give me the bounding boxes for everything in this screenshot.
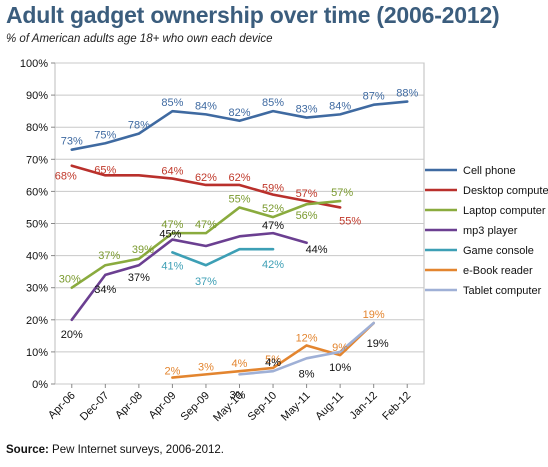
data-label: 75%	[94, 129, 116, 141]
data-label: 42%	[262, 259, 284, 271]
legend-label: Desktop compute	[463, 185, 548, 197]
data-label: 45%	[159, 229, 181, 241]
data-label: 4%	[232, 358, 248, 370]
y-tick-label: 10%	[26, 347, 48, 359]
data-label: 47%	[161, 219, 183, 231]
x-tick-label: May-11	[279, 390, 313, 424]
data-label: 2%	[164, 366, 180, 378]
data-label: 39%	[132, 244, 154, 256]
data-label: 84%	[329, 100, 351, 112]
legend-label: e-Book reader	[463, 265, 533, 277]
data-label: 83%	[296, 104, 318, 116]
y-tick-label: 80%	[26, 122, 48, 134]
series-line-game-console	[171, 247, 275, 267]
data-label: 85%	[262, 97, 284, 109]
data-label: 56%	[296, 210, 318, 222]
y-tick-label: 30%	[26, 283, 48, 295]
data-label: 5%	[265, 354, 281, 366]
y-tick-label: 60%	[26, 186, 48, 198]
data-label: 87%	[363, 91, 385, 103]
x-tick-label: Apr-09	[147, 390, 179, 422]
data-label: 47%	[262, 220, 284, 232]
data-label: 41%	[161, 260, 183, 272]
data-label: 65%	[94, 164, 116, 176]
legend-label: Laptop computer	[463, 205, 546, 217]
data-label: 68%	[55, 171, 77, 183]
data-label: 10%	[329, 362, 351, 374]
data-label: 73%	[61, 136, 83, 148]
y-tick-label: 100%	[20, 58, 48, 70]
data-label: 37%	[195, 276, 217, 288]
data-label: 85%	[161, 97, 183, 109]
series-line-e-book-reader	[171, 321, 375, 379]
data-label: 9%	[332, 342, 348, 354]
data-label: 4%	[265, 357, 281, 369]
data-label: 62%	[228, 172, 250, 184]
series-line-cell-phone	[70, 100, 409, 151]
source-text: Pew Internet surveys, 2006-2012.	[52, 444, 224, 456]
data-label: 3%	[198, 361, 214, 373]
series-line-laptop-computer	[70, 199, 342, 290]
data-label: 57%	[296, 188, 318, 200]
x-tick-label: Apr-06	[46, 390, 78, 422]
series-line-tablet-computer	[238, 321, 375, 376]
data-label: 55%	[339, 215, 361, 227]
y-tick-label: 0%	[32, 379, 48, 391]
chart-subtitle: % of American adults age 18+ who own eac…	[6, 33, 273, 45]
source-note: Source: Pew Internet surveys, 2006-2012.	[6, 444, 224, 456]
data-label: 37%	[98, 250, 120, 262]
y-tick-label: 40%	[26, 251, 48, 263]
data-label: 78%	[128, 120, 150, 132]
x-tick-label: Dec-07	[78, 390, 112, 424]
data-label: 55%	[228, 193, 250, 205]
data-label: 62%	[195, 172, 217, 184]
x-tick-label: Feb-12	[380, 390, 413, 423]
data-label: 8%	[299, 368, 315, 380]
y-tick-label: 50%	[26, 219, 48, 231]
data-label: 88%	[396, 88, 418, 100]
data-label: 84%	[195, 100, 217, 112]
x-tick-label: Apr-08	[113, 390, 145, 422]
chart-title: Adult gadget ownership over time (2006-2…	[6, 2, 500, 28]
legend-label: Tablet computer	[463, 285, 542, 297]
y-tick-label: 90%	[26, 90, 48, 102]
data-label: 12%	[296, 332, 318, 344]
legend-label: Game console	[463, 245, 534, 257]
data-label: 30%	[59, 274, 81, 286]
data-label: 59%	[262, 183, 284, 195]
data-label: 82%	[228, 107, 250, 119]
x-tick-label: Sep-09	[178, 390, 212, 424]
y-tick-label: 70%	[26, 154, 48, 166]
data-label: 44%	[306, 244, 328, 256]
data-label: 20%	[61, 329, 83, 341]
x-tick-label: Sep-10	[246, 390, 280, 424]
legend-label: mp3 player	[463, 225, 518, 237]
data-label: 64%	[161, 166, 183, 178]
x-tick-label: Jan-12	[348, 390, 380, 422]
x-tick-label: Aug-11	[313, 390, 346, 423]
data-label: 3%	[230, 389, 246, 401]
source-label: Source:	[6, 444, 49, 456]
data-label: 34%	[94, 284, 116, 296]
legend-label: Cell phone	[463, 165, 516, 177]
series-line-desktop-compute	[70, 164, 342, 209]
data-label: 47%	[195, 219, 217, 231]
data-label: 57%	[331, 187, 353, 199]
data-label: 19%	[367, 338, 389, 350]
series-line-mp3-player	[70, 231, 308, 322]
data-label: 19%	[363, 309, 385, 321]
y-tick-label: 20%	[26, 315, 48, 327]
data-label: 37%	[128, 272, 150, 284]
data-label: 52%	[262, 203, 284, 215]
